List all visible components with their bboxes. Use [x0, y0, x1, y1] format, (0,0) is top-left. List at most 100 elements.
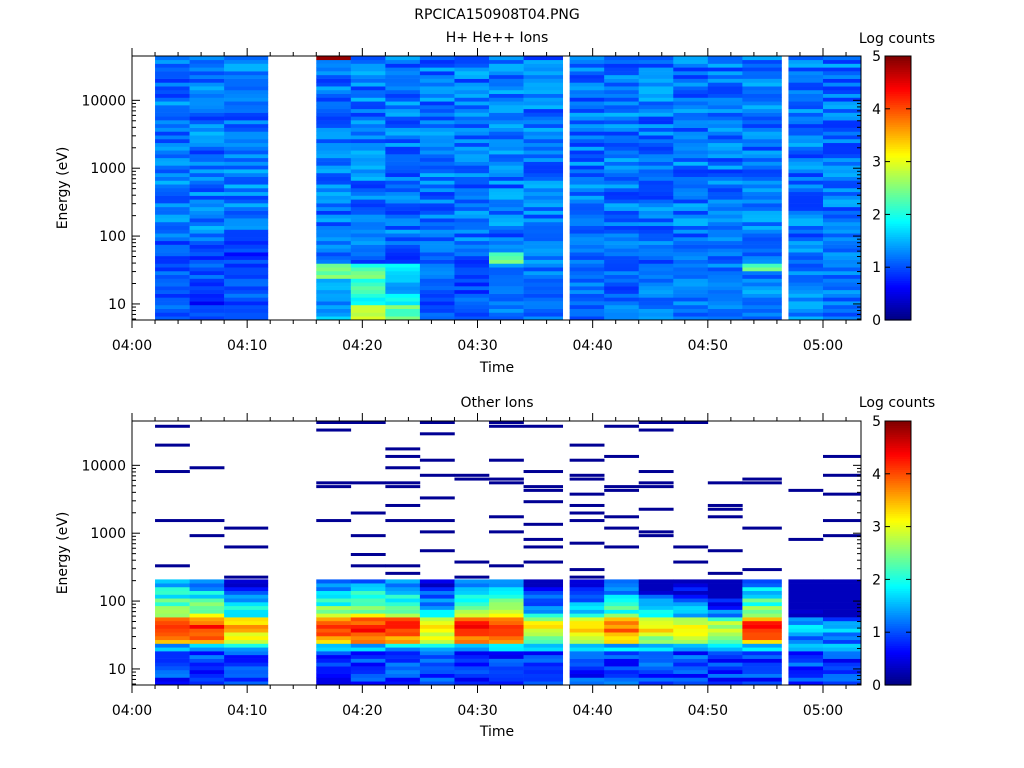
heatmap-cell [155, 470, 190, 474]
heatmap-cell [419, 519, 455, 523]
heatmap-cell [350, 666, 386, 671]
heatmap-cell [489, 654, 524, 659]
heatmap-cell [742, 252, 782, 257]
heatmap-cell [742, 67, 782, 72]
heatmap-cell [569, 63, 605, 68]
heatmap-cell [350, 188, 386, 193]
heatmap-cell [489, 662, 524, 667]
heatmap-cell [350, 206, 386, 211]
heatmap-cell [604, 120, 640, 125]
heatmap-cell [569, 635, 605, 641]
heatmap-cell [419, 63, 455, 68]
heatmap-cell [224, 620, 269, 625]
heatmap-cell [419, 602, 455, 607]
colorbar-segment [885, 93, 911, 97]
heatmap-cell [742, 172, 782, 177]
heatmap-cell [350, 602, 386, 607]
heatmap-cell [523, 635, 564, 641]
heatmap-cell [489, 613, 524, 618]
heatmap-cell [419, 229, 455, 234]
heatmap-cell [189, 138, 225, 144]
heatmap-cell [788, 105, 824, 110]
heatmap-cell [523, 654, 564, 659]
heatmap-cell [788, 598, 824, 603]
heatmap-cell [707, 225, 743, 230]
colorbar-segment [885, 190, 911, 193]
heatmap-cell [638, 218, 674, 223]
heatmap-cell [788, 206, 824, 211]
colorbar-segment [885, 306, 911, 310]
heatmap-cell [385, 620, 421, 625]
heatmap-cell [523, 537, 564, 541]
heatmap-cell [316, 146, 352, 151]
heatmap-cell [189, 583, 225, 588]
heatmap-cell [385, 131, 421, 136]
heatmap-cell [569, 225, 605, 230]
heatmap-cell [385, 195, 421, 200]
heatmap-cell [742, 605, 782, 610]
heatmap-cell [189, 669, 225, 674]
colorbar-segment [885, 245, 911, 248]
heatmap-cell [523, 286, 564, 291]
heatmap-cell [350, 157, 386, 162]
heatmap-cell [638, 172, 674, 177]
heatmap-cell [638, 534, 674, 538]
heatmap-cell [638, 112, 674, 117]
colorbar-segment [885, 265, 911, 268]
heatmap-cell [350, 233, 386, 238]
heatmap-cell [788, 116, 824, 121]
heatmap-cell [604, 188, 640, 193]
heatmap-cell [489, 632, 524, 637]
heatmap-cell [707, 549, 743, 553]
heatmap-cell [788, 101, 824, 106]
heatmap-cell [385, 259, 421, 264]
heatmap-cell [707, 624, 743, 629]
heatmap-cell [523, 123, 564, 128]
heatmap-cell [489, 278, 524, 283]
heatmap-cell [155, 180, 190, 185]
heatmap-cell [707, 233, 743, 238]
heatmap-cell [189, 579, 225, 584]
heatmap-cell [604, 255, 640, 260]
colorbar-segment [885, 174, 911, 178]
heatmap-cell [419, 180, 455, 185]
heatmap-cell [638, 59, 674, 64]
heatmap-cell [454, 274, 490, 279]
heatmap-cell [419, 221, 455, 227]
heatmap-cell [454, 252, 490, 257]
heatmap-cell [155, 218, 190, 223]
heatmap-cell [419, 662, 455, 667]
heatmap-cell [822, 594, 862, 599]
heatmap-cell [707, 199, 743, 204]
heatmap-cell [604, 172, 640, 177]
heatmap-cell [385, 78, 421, 83]
colorbar-segment [885, 654, 911, 657]
heatmap-cell [189, 244, 225, 249]
heatmap-cell [385, 447, 421, 451]
heatmap-cell [155, 71, 190, 76]
colorbar-segment [885, 152, 911, 156]
heatmap-cell [385, 67, 421, 72]
heatmap-cell [569, 142, 605, 147]
heatmap-cell [673, 259, 709, 264]
heatmap-cell [707, 71, 743, 76]
heatmap-cell [350, 86, 386, 91]
heatmap-cell [822, 210, 862, 215]
colorbar-segment [885, 660, 911, 664]
heatmap-cell [707, 586, 743, 592]
heatmap-cell [350, 252, 386, 257]
heatmap-cell [707, 237, 743, 242]
heatmap-cell [673, 184, 709, 189]
heatmap-cell [419, 210, 455, 215]
heatmap-cell [155, 654, 190, 659]
heatmap-cell [822, 473, 862, 477]
heatmap-cell [454, 105, 490, 110]
heatmap-cell [419, 225, 455, 230]
heatmap-cell [350, 123, 386, 128]
y-tick-label: 10000 [81, 93, 126, 109]
panel-2-y-label: Energy (eV) [55, 512, 71, 595]
colorbar-segment [885, 256, 911, 259]
heatmap-cell [155, 157, 190, 162]
heatmap-cell [489, 598, 524, 603]
